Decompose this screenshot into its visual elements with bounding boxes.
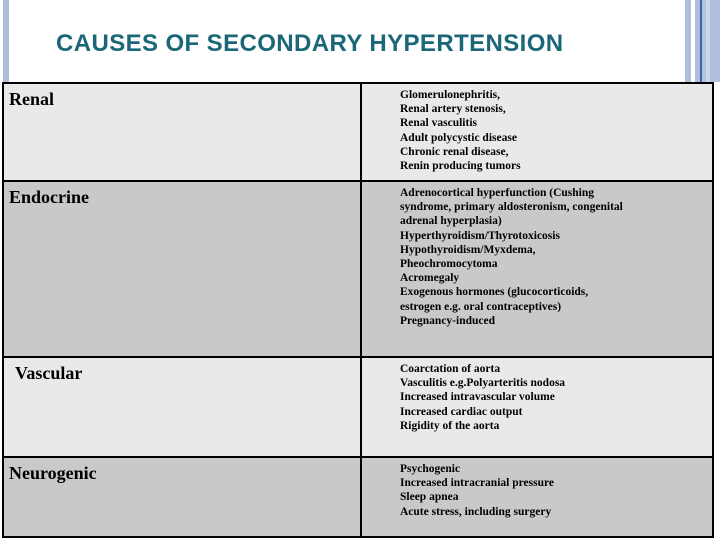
category-cell: Renal <box>4 84 362 180</box>
cause-line: adrenal hyperplasia) <box>400 215 502 228</box>
causes-table: Renal Glomerulonephritis, Renal artery st… <box>2 82 714 538</box>
category-cell: Endocrine <box>4 182 362 356</box>
cause-line: Psychogenic <box>400 463 461 475</box>
cause-line: Coarctation of aorta <box>400 363 501 375</box>
category-cell: Vascular <box>4 358 362 456</box>
cause-line: Vasculitis e.g.Polyarteritis nodosa <box>400 377 566 390</box>
causes-cell: Psychogenic Increased intracranial pressu… <box>362 458 712 536</box>
cause-line: syndrome, primary aldosteronism, congeni… <box>400 201 623 214</box>
table-row-renal: Renal Glomerulonephritis, Renal artery st… <box>4 84 712 180</box>
cause-line: estrogen e.g. oral contraceptives) <box>400 300 562 313</box>
cause-line: Acromegaly <box>400 272 460 285</box>
cause-line: Pregnancy-induced <box>400 314 495 327</box>
cause-line: Increased intravascular volume <box>400 391 555 404</box>
cause-line: Adrenocortical hyperfunction (Cushing <box>400 187 595 199</box>
category-cell: Neurogenic <box>4 458 362 536</box>
right-accent-stripe <box>706 0 710 82</box>
cause-line: Renin producing tumors <box>400 160 521 173</box>
right-accent-stripe <box>710 0 720 82</box>
right-accent-stripe <box>702 0 706 82</box>
cause-line: Chronic renal disease, <box>400 145 509 158</box>
table-row-endocrine: Endocrine Adrenocortical hyperfunction (… <box>4 180 712 356</box>
cause-line: Renal vasculitis <box>400 117 477 130</box>
cause-line: Acute stress, including surgery <box>400 505 552 518</box>
cause-line: Adult polycystic disease <box>400 131 517 144</box>
cause-line: Hyperthyroidism/Thyrotoxicosis <box>400 229 560 242</box>
right-accent-stripe <box>685 0 691 82</box>
causes-cell: Coarctation of aorta Vasculitis e.g.Polya… <box>362 358 712 456</box>
slide-title: CAUSES OF SECONDARY HYPERTENSION <box>56 30 564 57</box>
cause-line: Renal artery stenosis, <box>400 103 506 116</box>
cause-line: Glomerulonephritis, <box>400 89 500 101</box>
cause-line: Pheochromocytoma <box>400 258 498 271</box>
cause-line: Sleep apnea <box>400 491 459 504</box>
table-row-vascular: Vascular Coarctation of aorta Vasculitis … <box>4 356 712 456</box>
left-accent-bar <box>3 0 9 82</box>
cause-line: Hypothyroidism/Myxdema, <box>400 243 536 256</box>
cause-line: Increased intracranial pressure <box>400 477 554 490</box>
cause-line: Exogenous hormones (glucocorticoids, <box>400 286 589 299</box>
causes-cell: Glomerulonephritis, Renal artery stenosis… <box>362 84 712 180</box>
causes-cell: Adrenocortical hyperfunction (Cushing syn… <box>362 182 712 356</box>
cause-line: Rigidity of the aorta <box>400 419 500 432</box>
right-accent-stripe-line <box>700 0 702 82</box>
table-row-neurogenic: Neurogenic Psychogenic Increased intracra… <box>4 456 712 536</box>
right-accent-stripe <box>695 0 700 82</box>
cause-line: Increased cardiac output <box>400 405 523 418</box>
